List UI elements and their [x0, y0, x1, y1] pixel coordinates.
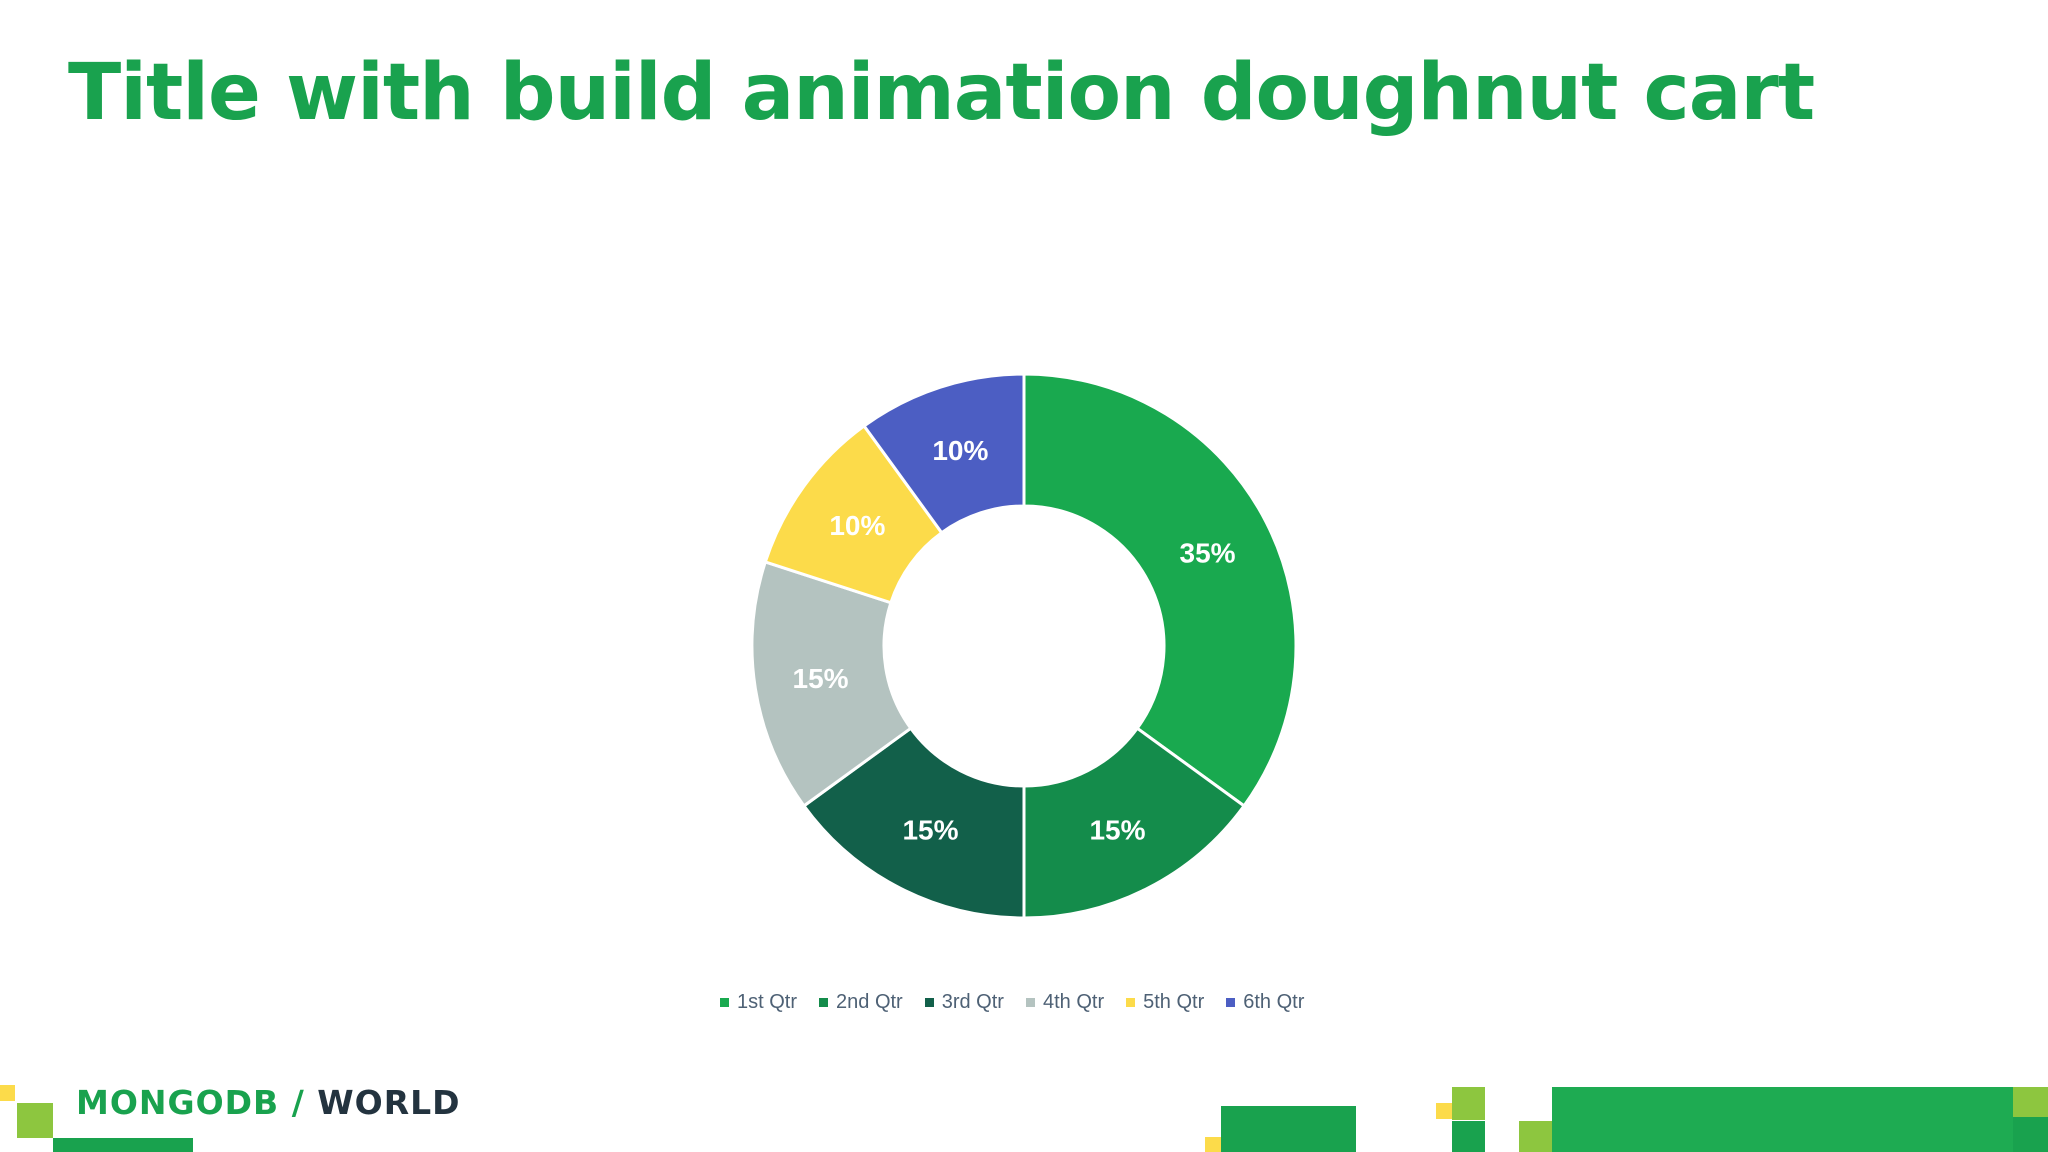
- legend-item-2nd-qtr: 2nd Qtr: [819, 991, 903, 1014]
- decorative-pixel-block: [1552, 1087, 2013, 1152]
- legend-swatch: [1226, 998, 1236, 1007]
- logo-event: WORLD: [317, 1083, 461, 1122]
- decorative-pixel-block: [17, 1103, 53, 1138]
- decorative-pixel-block: [2013, 1117, 2048, 1152]
- slice-data-label: 15%: [1089, 815, 1145, 846]
- slide-title: Title with build animation doughnut cart: [68, 48, 1815, 138]
- doughnut-slice-1: [1022, 372, 1298, 808]
- legend-swatch: [720, 998, 729, 1007]
- legend-label: 1st Qtr: [737, 991, 798, 1013]
- decorative-pixel-block: [2013, 1087, 2048, 1117]
- decorative-pixel-block: [1436, 1103, 1452, 1119]
- doughnut-slice-2: [1022, 726, 1247, 920]
- decorative-pixel-block: [1221, 1106, 1356, 1152]
- decorative-pixel-block: [1452, 1121, 1485, 1152]
- decorative-pixel-block: [0, 1085, 15, 1101]
- doughnut-slice-4: [750, 560, 913, 808]
- slice-data-label: 35%: [1180, 537, 1236, 568]
- slice-data-label: 10%: [932, 435, 988, 466]
- legend-item-4th-qtr: 4th Qtr: [1025, 991, 1105, 1014]
- legend-item-3rd-qtr: 3rd Qtr: [924, 991, 1004, 1014]
- slice-data-label: 15%: [902, 815, 958, 846]
- legend-item-1st-qtr: 1st Qtr: [720, 991, 797, 1014]
- legend-swatch: [819, 998, 829, 1007]
- legend-swatch: [924, 998, 934, 1007]
- mongodb-world-logo: MONGODB / WORLD: [76, 1083, 461, 1122]
- decorative-pixel-block: [1452, 1087, 1485, 1120]
- slice-data-label: 10%: [829, 510, 885, 541]
- legend-swatch: [1025, 998, 1035, 1007]
- doughnut-slice-6: [862, 372, 1026, 535]
- legend-label: 4th Qtr: [1042, 991, 1105, 1013]
- slice-data-label: 15%: [793, 663, 849, 694]
- doughnut-slice-3: [801, 726, 1026, 920]
- legend-label: 3rd Qtr: [941, 991, 1004, 1013]
- decorative-pixel-block: [1519, 1121, 1552, 1152]
- legend-item-5th-qtr: 5th Qtr: [1126, 991, 1204, 1014]
- legend-label: 5th Qtr: [1143, 991, 1205, 1013]
- decorative-pixel-block: [53, 1138, 193, 1152]
- legend-item-6th-qtr: 6th Qtr: [1226, 991, 1304, 1014]
- legend-swatch: [1126, 998, 1136, 1007]
- legend-label: 6th Qtr: [1243, 991, 1305, 1013]
- logo-separator: /: [279, 1083, 318, 1122]
- chart-legend: 1st Qtr 2nd Qtr 3rd Qtr 4th Qtr 5th Qtr …: [720, 991, 1304, 1014]
- decorative-pixel-block: [1205, 1137, 1221, 1152]
- legend-label: 2nd Qtr: [836, 991, 903, 1013]
- logo-brand: MONGODB: [76, 1083, 280, 1122]
